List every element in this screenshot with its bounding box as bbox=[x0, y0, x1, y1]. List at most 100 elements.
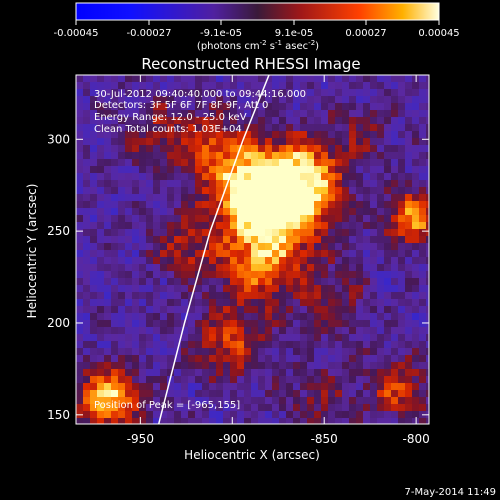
heatmap-cell bbox=[202, 383, 209, 390]
heatmap-cell bbox=[90, 341, 97, 348]
heatmap-cell bbox=[83, 110, 90, 117]
heatmap-cell bbox=[384, 250, 391, 257]
heatmap-cell bbox=[188, 208, 195, 215]
heatmap-cell bbox=[181, 292, 188, 299]
heatmap-cell bbox=[405, 390, 412, 397]
heatmap-cell bbox=[300, 397, 307, 404]
heatmap-cell bbox=[118, 369, 125, 376]
heatmap-cell bbox=[363, 222, 370, 229]
heatmap-cell bbox=[167, 201, 174, 208]
heatmap-cell bbox=[160, 75, 167, 82]
heatmap-cell bbox=[104, 208, 111, 215]
heatmap-cell bbox=[258, 383, 265, 390]
heatmap-cell bbox=[146, 264, 153, 271]
heatmap-cell bbox=[146, 369, 153, 376]
heatmap-cell bbox=[202, 166, 209, 173]
heatmap-cell bbox=[258, 285, 265, 292]
heatmap-cell bbox=[83, 376, 90, 383]
heatmap-cell bbox=[293, 390, 300, 397]
heatmap-cell bbox=[153, 110, 160, 117]
heatmap-cell bbox=[139, 82, 146, 89]
heatmap-cell bbox=[104, 264, 111, 271]
heatmap-cell bbox=[363, 117, 370, 124]
heatmap-cell bbox=[83, 411, 90, 418]
heatmap-cell bbox=[265, 299, 272, 306]
heatmap-cell bbox=[419, 194, 426, 201]
heatmap-cell bbox=[370, 145, 377, 152]
heatmap-cell bbox=[216, 82, 223, 89]
heatmap-cell bbox=[258, 117, 265, 124]
heatmap-cell bbox=[370, 334, 377, 341]
heatmap-cell bbox=[391, 159, 398, 166]
heatmap-cell bbox=[356, 397, 363, 404]
heatmap-cell bbox=[251, 117, 258, 124]
heatmap-cell bbox=[412, 131, 419, 138]
heatmap-cell bbox=[307, 201, 314, 208]
heatmap-cell bbox=[118, 285, 125, 292]
x-axis-label: Heliocentric X (arcsec) bbox=[184, 448, 320, 462]
heatmap-cell bbox=[202, 264, 209, 271]
heatmap-cell bbox=[223, 117, 230, 124]
heatmap-cell bbox=[76, 376, 83, 383]
heatmap-cell bbox=[244, 341, 251, 348]
heatmap-cell bbox=[307, 159, 314, 166]
heatmap-cell bbox=[286, 313, 293, 320]
heatmap-cell bbox=[132, 285, 139, 292]
heatmap-cell bbox=[230, 264, 237, 271]
heatmap-cell bbox=[244, 383, 251, 390]
heatmap-cell bbox=[111, 145, 118, 152]
heatmap-cell bbox=[265, 82, 272, 89]
heatmap-cell bbox=[244, 348, 251, 355]
heatmap-cell bbox=[314, 215, 321, 222]
heatmap-cell bbox=[272, 411, 279, 418]
heatmap-cell bbox=[76, 320, 83, 327]
heatmap-cell bbox=[195, 82, 202, 89]
heatmap-cell bbox=[132, 383, 139, 390]
heatmap-cell bbox=[118, 131, 125, 138]
heatmap-cell bbox=[251, 278, 258, 285]
heatmap-cell bbox=[223, 222, 230, 229]
heatmap-cell bbox=[328, 110, 335, 117]
heatmap-cell bbox=[370, 376, 377, 383]
heatmap-cell bbox=[223, 215, 230, 222]
heatmap-cell bbox=[321, 383, 328, 390]
heatmap-cell bbox=[90, 110, 97, 117]
heatmap-cell bbox=[342, 334, 349, 341]
heatmap-cell bbox=[384, 145, 391, 152]
heatmap-cell bbox=[202, 180, 209, 187]
heatmap-cell bbox=[76, 348, 83, 355]
heatmap-cell bbox=[321, 404, 328, 411]
heatmap-cell bbox=[160, 208, 167, 215]
heatmap-cell bbox=[279, 187, 286, 194]
heatmap-cell bbox=[258, 145, 265, 152]
heatmap-cell bbox=[328, 271, 335, 278]
heatmap-cell bbox=[230, 341, 237, 348]
heatmap-cell bbox=[328, 82, 335, 89]
heatmap-cell bbox=[139, 215, 146, 222]
heatmap-cell bbox=[398, 404, 405, 411]
heatmap-cell bbox=[349, 201, 356, 208]
heatmap-cell bbox=[279, 278, 286, 285]
heatmap-cell bbox=[223, 194, 230, 201]
heatmap-cell bbox=[223, 96, 230, 103]
heatmap-cell bbox=[167, 250, 174, 257]
heatmap-cell bbox=[244, 138, 251, 145]
heatmap-cell bbox=[83, 138, 90, 145]
heatmap-cell bbox=[342, 355, 349, 362]
heatmap-cell bbox=[321, 278, 328, 285]
heatmap-cell bbox=[251, 145, 258, 152]
heatmap-cell bbox=[153, 208, 160, 215]
heatmap-cell bbox=[195, 369, 202, 376]
heatmap-cell bbox=[251, 124, 258, 131]
heatmap-cell bbox=[321, 306, 328, 313]
heatmap-cell bbox=[426, 194, 429, 201]
heatmap-cell bbox=[167, 313, 174, 320]
heatmap-cell bbox=[202, 75, 209, 82]
heatmap-cell bbox=[405, 173, 412, 180]
heatmap-cell bbox=[251, 187, 258, 194]
heatmap-cell bbox=[139, 110, 146, 117]
heatmap-cell bbox=[195, 411, 202, 418]
heatmap-cell bbox=[223, 292, 230, 299]
heatmap-cell bbox=[174, 264, 181, 271]
heatmap-cell bbox=[398, 138, 405, 145]
